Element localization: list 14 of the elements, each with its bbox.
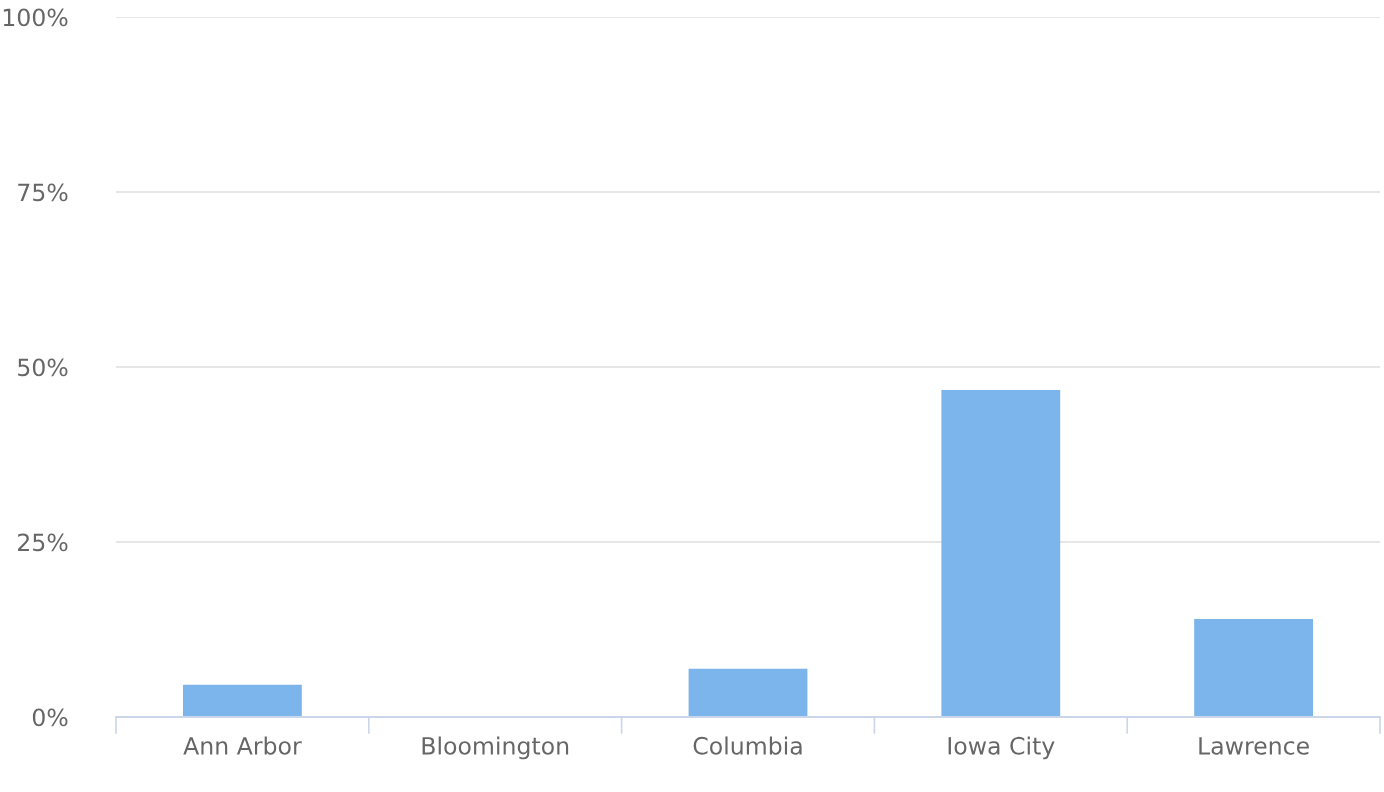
y-tick-label: 25% xyxy=(18,533,68,552)
y-tick-label: 0% xyxy=(32,708,68,727)
bar xyxy=(182,684,302,717)
x-tick-label: Lawrence xyxy=(1199,737,1309,755)
x-tick-label: Columbia xyxy=(693,736,802,755)
y-tick-label: 50% xyxy=(18,358,68,377)
bar xyxy=(688,668,808,717)
y-tick-label: 100% xyxy=(3,8,68,27)
x-tick-label: Ann Arbor xyxy=(183,736,302,755)
y-tick-label: 75% xyxy=(18,183,68,202)
x-tick-label: Bloomington xyxy=(422,736,569,760)
x-tick-label: Iowa City xyxy=(948,736,1055,760)
bar xyxy=(941,390,1061,717)
bar xyxy=(1194,619,1314,717)
